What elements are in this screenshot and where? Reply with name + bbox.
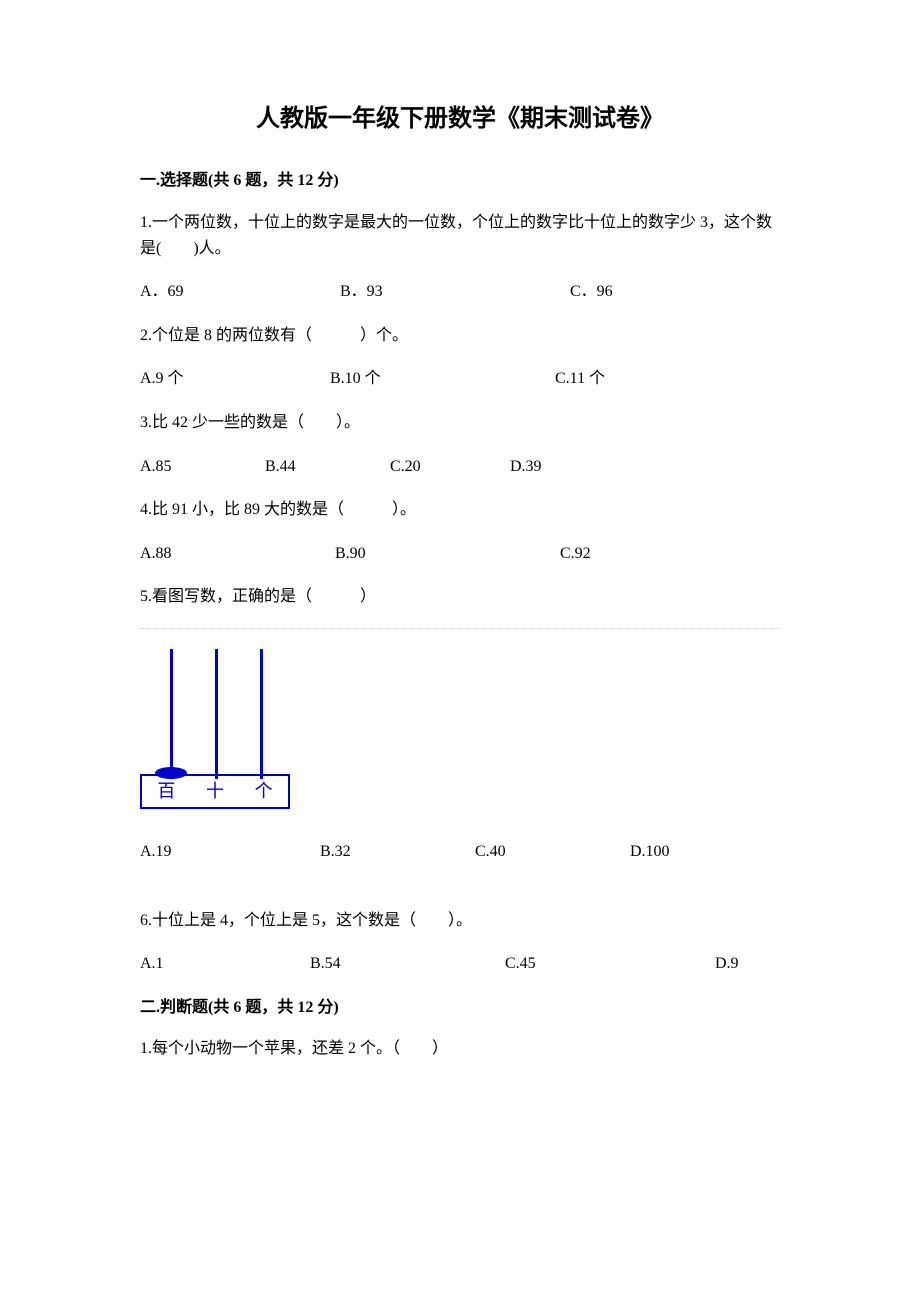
q2-opt-c: C.11 个 (555, 366, 605, 392)
section2-question-1-text: 1.每个小动物一个苹果，还差 2 个。（ ） (140, 1036, 780, 1062)
abacus-label-tens: 十 (206, 777, 224, 806)
dotted-divider (140, 628, 780, 629)
q1-opt-a: A．69 (140, 279, 340, 305)
q3-opt-c: C.20 (390, 454, 510, 480)
q6-opt-b: B.54 (310, 951, 505, 977)
q6-opt-a: A.1 (140, 951, 310, 977)
page-title: 人教版一年级下册数学《期末测试卷》 (140, 100, 780, 138)
abacus-base: 百 十 个 (140, 774, 290, 809)
q6-opt-c: C.45 (505, 951, 715, 977)
abacus-label-ones: 个 (255, 777, 273, 806)
q5-opt-d: D.100 (630, 839, 670, 865)
abacus-rod-tens (215, 649, 218, 779)
q4-opt-a: A.88 (140, 541, 335, 567)
question-5-text: 5.看图写数，正确的是（ ） (140, 584, 780, 610)
question-3-options: A.85 B.44 C.20 D.39 (140, 454, 780, 480)
abacus-rod-ones (260, 649, 263, 779)
question-6-options: A.1 B.54 C.45 D.9 (140, 951, 780, 977)
q3-opt-d: D.39 (510, 454, 542, 480)
question-2-options: A.9 个 B.10 个 C.11 个 (140, 366, 780, 392)
q3-opt-b: B.44 (265, 454, 390, 480)
question-4-options: A.88 B.90 C.92 (140, 541, 780, 567)
abacus-label-hundreds: 百 (157, 777, 175, 806)
question-5-options: A.19 B.32 C.40 D.100 (140, 839, 780, 865)
abacus-figure: 百 十 个 (140, 649, 780, 809)
question-6-text: 6.十位上是 4，个位上是 5，这个数是（ ）。 (140, 908, 780, 934)
q5-opt-a: A.19 (140, 839, 320, 865)
q1-opt-b: B．93 (340, 279, 570, 305)
question-1-text: 1.一个两位数，十位上的数字是最大的一位数，个位上的数字比十位上的数字少 3，这… (140, 210, 780, 261)
question-1-options: A．69 B．93 C．96 (140, 279, 780, 305)
section-2-header: 二.判断题(共 6 题，共 12 分) (140, 995, 780, 1021)
q2-opt-a: A.9 个 (140, 366, 330, 392)
q5-opt-c: C.40 (475, 839, 630, 865)
q4-opt-b: B.90 (335, 541, 560, 567)
q3-opt-a: A.85 (140, 454, 265, 480)
q1-opt-c: C．96 (570, 279, 613, 305)
q2-opt-b: B.10 个 (330, 366, 555, 392)
question-3-text: 3.比 42 少一些的数是（ ）。 (140, 410, 780, 436)
q6-opt-d: D.9 (715, 951, 739, 977)
abacus-rod-hundreds (170, 649, 173, 779)
question-4-text: 4.比 91 小，比 89 大的数是（ ）。 (140, 497, 780, 523)
section-1-header: 一.选择题(共 6 题，共 12 分) (140, 168, 780, 194)
question-2-text: 2.个位是 8 的两位数有（ ）个。 (140, 323, 780, 349)
q4-opt-c: C.92 (560, 541, 591, 567)
q5-opt-b: B.32 (320, 839, 475, 865)
